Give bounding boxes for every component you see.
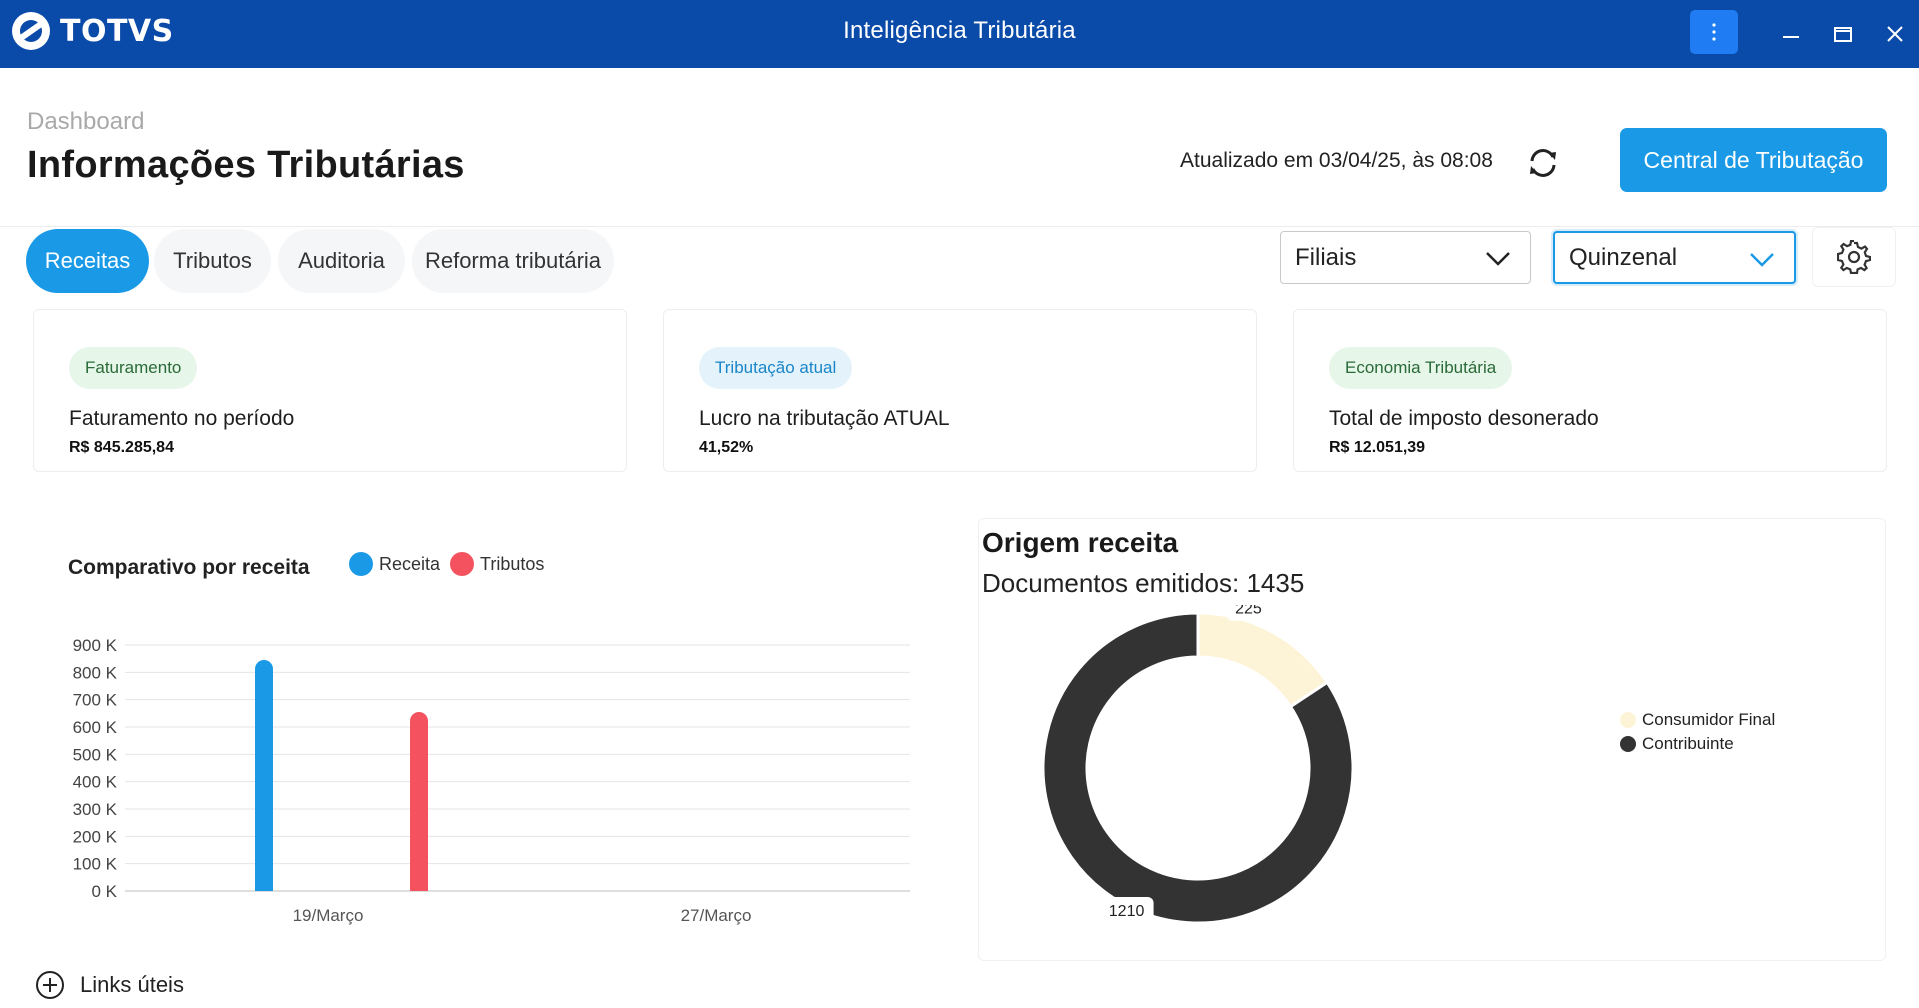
donut-chart-subtitle: Documentos emitidos: 1435 bbox=[982, 568, 1305, 598]
updated-timestamp: Atualizado em 03/04/25, às 08:08 bbox=[1180, 149, 1493, 172]
header-divider bbox=[0, 226, 1919, 227]
legend-label: Consumidor Final bbox=[1642, 710, 1776, 729]
legend-dot-icon bbox=[450, 552, 474, 576]
app-title: Inteligência Tributária bbox=[843, 17, 1076, 44]
economia-tributaria-badge: Economia Tributária bbox=[1329, 347, 1513, 389]
maximize-icon bbox=[1834, 27, 1852, 42]
gear-icon bbox=[1837, 240, 1871, 274]
refresh-icon bbox=[1530, 149, 1556, 177]
page-title: Informações Tributárias bbox=[27, 144, 465, 186]
central-tributacao-button[interactable]: Central de Tributação bbox=[1620, 128, 1887, 192]
slice-contribuinte[interactable] bbox=[1041, 611, 1355, 925]
card-label: Lucro na tributação ATUAL bbox=[699, 407, 950, 430]
y-tick-label: 700 K bbox=[73, 691, 118, 710]
x-tick-label: 19/Março bbox=[293, 906, 364, 925]
maximize-button[interactable] bbox=[1829, 20, 1857, 48]
refresh-button[interactable] bbox=[1523, 143, 1563, 183]
legend-receita[interactable]: Receita bbox=[349, 552, 440, 576]
y-tick-label: 600 K bbox=[73, 718, 118, 737]
data-label: 1210 bbox=[1099, 897, 1154, 924]
bar-receita[interactable] bbox=[255, 659, 273, 891]
data-label-text: 1210 bbox=[1109, 903, 1145, 920]
legend-dot-icon bbox=[1620, 736, 1636, 752]
card-faturamento: Faturamento Faturamento no período R$ 84… bbox=[33, 309, 627, 472]
card-label: Faturamento no período bbox=[69, 407, 295, 430]
totvs-logo: TOTVS bbox=[10, 10, 174, 52]
y-tick-label: 300 K bbox=[73, 800, 118, 819]
card-economia-tributaria: Economia Tributária Total de imposto des… bbox=[1293, 309, 1887, 472]
legend-label: Contribuinte bbox=[1642, 734, 1734, 753]
y-tick-label: 500 K bbox=[73, 745, 118, 764]
filiais-value: Filiais bbox=[1295, 243, 1357, 271]
close-button[interactable] bbox=[1881, 20, 1909, 48]
legend-consumidor-final[interactable]: Consumidor Final bbox=[1620, 708, 1775, 732]
donut-chart-title: Origem receita bbox=[982, 527, 1179, 558]
logo-text: TOTVS bbox=[60, 13, 174, 49]
bar-base bbox=[410, 879, 428, 891]
data-label-bg bbox=[1226, 605, 1271, 621]
data-label-text: 225 bbox=[1235, 605, 1262, 618]
donut-chart: 225 1210 bbox=[1041, 605, 1355, 925]
minimize-button[interactable] bbox=[1777, 20, 1805, 48]
y-tick-label: 200 K bbox=[73, 827, 118, 846]
more-vertical-icon bbox=[1712, 23, 1716, 41]
y-tick-label: 0 K bbox=[91, 882, 117, 901]
y-tick-label: 400 K bbox=[73, 773, 118, 792]
filiais-select[interactable]: Filiais bbox=[1280, 231, 1531, 284]
settings-button[interactable] bbox=[1812, 227, 1896, 287]
card-tributacao-atual: Tributação atual Lucro na tributação ATU… bbox=[663, 309, 1257, 472]
card-value: R$ 12.051,39 bbox=[1329, 439, 1426, 456]
links-uteis[interactable]: Links úteis bbox=[34, 969, 184, 1001]
card-value: R$ 845.285,84 bbox=[69, 439, 174, 456]
bar-base bbox=[255, 879, 273, 891]
data-label-bg bbox=[1099, 897, 1154, 924]
slice-consumidor-final[interactable] bbox=[1196, 611, 1330, 709]
tab-reforma-tributaria[interactable]: Reforma tributária bbox=[412, 229, 614, 293]
legend-label: Tributos bbox=[480, 553, 545, 574]
y-tick-label: 100 K bbox=[73, 855, 118, 874]
y-tick-label: 900 K bbox=[73, 636, 118, 655]
close-icon bbox=[1887, 26, 1903, 42]
legend-dot-icon bbox=[1620, 712, 1636, 728]
add-circle-icon bbox=[36, 971, 64, 999]
donut-legend: Consumidor Final Contribuinte bbox=[1620, 708, 1775, 756]
legend-contribuinte[interactable]: Contribuinte bbox=[1620, 732, 1775, 756]
breadcrumb[interactable]: Dashboard bbox=[27, 108, 145, 135]
legend-label: Receita bbox=[379, 553, 441, 574]
chevron-down-icon bbox=[1750, 253, 1774, 267]
bar-tributos[interactable] bbox=[410, 711, 428, 891]
tab-receitas[interactable]: Receitas bbox=[26, 229, 149, 293]
legend-dot-icon bbox=[349, 552, 373, 576]
bar-chart-title: Comparativo por receita bbox=[68, 556, 310, 579]
tab-auditoria[interactable]: Auditoria bbox=[278, 229, 405, 293]
links-uteis-label: Links úteis bbox=[80, 972, 184, 997]
y-tick-label: 800 K bbox=[73, 663, 118, 682]
totvs-logo-icon bbox=[12, 12, 50, 50]
card-value: 41,52% bbox=[699, 439, 754, 456]
periodo-select[interactable]: Quinzenal bbox=[1553, 231, 1796, 284]
periodo-value: Quinzenal bbox=[1569, 243, 1678, 271]
tributacao-atual-badge: Tributação atual bbox=[699, 347, 853, 389]
origem-receita-panel bbox=[978, 518, 1886, 961]
tab-tributos[interactable]: Tributos bbox=[154, 229, 271, 293]
legend-tributos[interactable]: Tributos bbox=[450, 552, 544, 576]
card-label: Total de imposto desonerado bbox=[1329, 407, 1599, 430]
more-options-button[interactable] bbox=[1690, 10, 1738, 54]
window-titlebar: TOTVS Inteligência Tributária bbox=[0, 0, 1919, 68]
bar-chart: 0 K 100 K 200 K 300 K 400 K 500 K 600 K 700 K 80… bbox=[73, 636, 910, 925]
minimize-icon bbox=[1783, 36, 1799, 38]
chevron-down-icon bbox=[1486, 252, 1510, 266]
data-label: 225 bbox=[1226, 605, 1271, 621]
x-tick-label: 27/Março bbox=[681, 906, 752, 925]
faturamento-badge: Faturamento bbox=[69, 347, 198, 389]
